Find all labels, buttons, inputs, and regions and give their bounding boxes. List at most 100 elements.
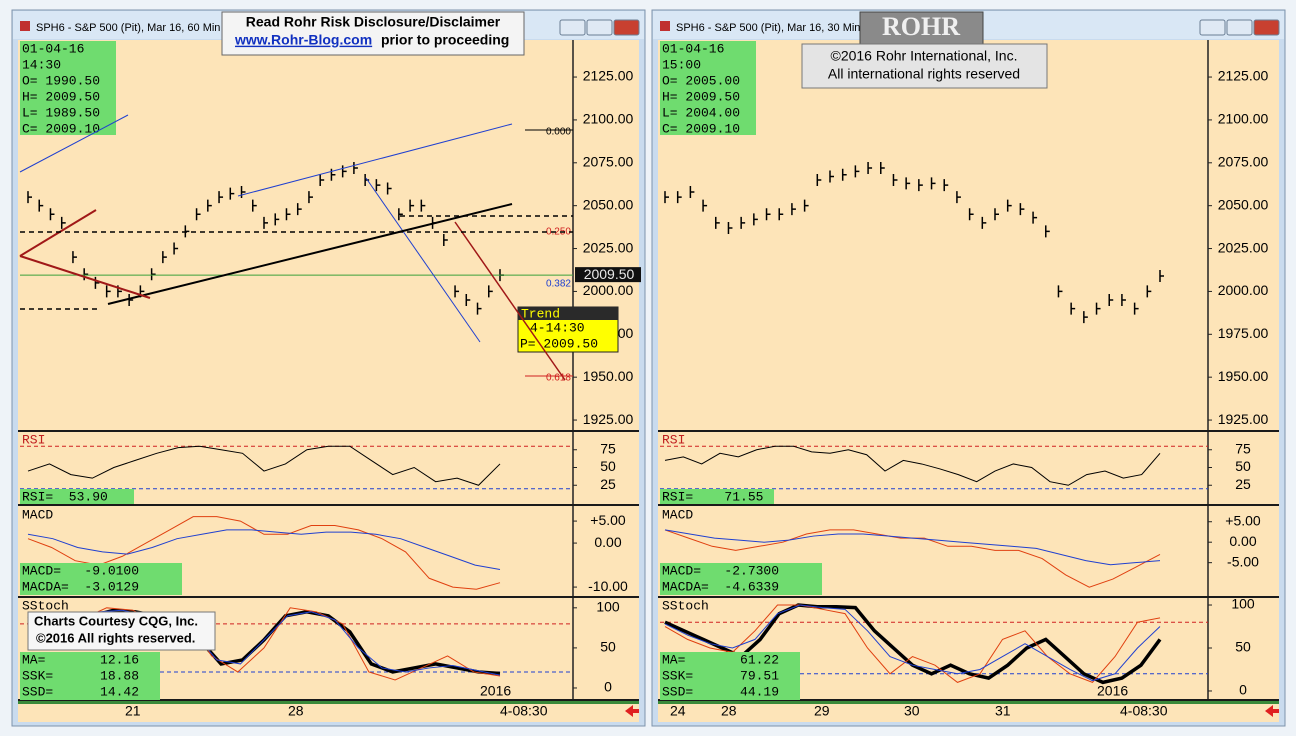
chart-body xyxy=(18,40,639,722)
maximize-button[interactable] xyxy=(586,19,613,36)
fib-label: 0.250 xyxy=(546,227,571,238)
price-bar xyxy=(1019,203,1025,216)
stoch-line xyxy=(27,609,501,676)
price-bar xyxy=(398,208,403,221)
y-tick-label: 1925.00 xyxy=(1218,411,1269,427)
y-tick-label: 2025.00 xyxy=(583,239,634,255)
y-tick-label: -5.00 xyxy=(1227,553,1259,569)
y-tick-label: 25 xyxy=(600,476,616,492)
y-tick-label: 0 xyxy=(604,679,612,695)
icon xyxy=(660,21,670,31)
stoch-line xyxy=(664,604,1161,682)
fib-label: 0.000 xyxy=(546,127,571,138)
y-tick-label: 1975.00 xyxy=(1218,325,1269,341)
price-bar xyxy=(1045,225,1050,238)
ohlc-line: C= 2009.10 xyxy=(662,121,740,136)
price-bar xyxy=(195,208,201,221)
ohlc-line: 15:00 xyxy=(662,57,701,72)
price-bar xyxy=(1057,285,1063,298)
disclaimer-link[interactable]: www.Rohr-Blog.com xyxy=(234,32,372,48)
price-bar xyxy=(353,161,358,174)
price-bar xyxy=(981,216,987,229)
price-bar xyxy=(753,213,758,226)
price-bar xyxy=(715,216,720,229)
maximize-button[interactable] xyxy=(1226,19,1253,36)
rsi-line xyxy=(27,445,501,486)
panel-label: SStoch xyxy=(22,598,69,613)
macd-readout: MACDA= -3.0129 xyxy=(22,579,139,594)
price-bar xyxy=(488,285,493,298)
x-tick-label: 30 xyxy=(904,703,920,719)
disclaimer-box xyxy=(221,11,525,56)
logo: ROHR xyxy=(882,12,960,41)
stoch-readout: MA= 61.22 xyxy=(662,652,779,667)
price-bar xyxy=(319,173,325,186)
price-bar xyxy=(676,191,682,204)
price-bar xyxy=(943,179,949,192)
price-bar xyxy=(465,294,471,306)
y-tick-label: 2075.00 xyxy=(583,153,634,169)
ohlc-line: O= 1990.50 xyxy=(22,73,100,88)
price-bar xyxy=(476,302,482,315)
tooltip-title: Trend xyxy=(521,306,560,321)
stoch-readout: SSD= 14.42 xyxy=(22,684,139,699)
scroll-arrow[interactable] xyxy=(1265,705,1279,717)
price-bar xyxy=(218,191,224,204)
tooltip-time: 4-14:30 xyxy=(530,320,585,335)
macd-readout: MACD= -2.7300 xyxy=(662,563,779,578)
y-tick-label: 2125.00 xyxy=(1218,68,1269,84)
last-price-label: 2009.50 xyxy=(584,266,635,282)
drawing-line xyxy=(19,209,97,257)
minimize-button[interactable] xyxy=(559,19,586,36)
window-title: SPH6 - S&P 500 (Pit), Mar 16, 30 Min xyxy=(676,22,860,34)
ohlc-line: L= 1989.50 xyxy=(22,105,100,120)
drawing-line xyxy=(19,255,151,299)
close-button[interactable] xyxy=(1253,19,1280,36)
close-button[interactable] xyxy=(613,19,640,36)
y-tick-label: 2100.00 xyxy=(1218,111,1269,127)
y-tick-label: 25 xyxy=(1235,476,1251,492)
price-bar xyxy=(207,199,212,212)
disclaimer-text: prior to proceeding xyxy=(381,32,509,48)
macd-line xyxy=(27,516,501,590)
price-bar xyxy=(49,208,55,221)
panel-label: RSI xyxy=(662,432,685,447)
price-bar xyxy=(1108,294,1114,306)
x-tick-label: 21 xyxy=(125,703,141,719)
ohlc-box xyxy=(20,41,116,135)
ohlc-line: L= 2004.00 xyxy=(662,105,740,120)
stoch-readout: MA= 12.16 xyxy=(22,652,139,667)
rsi-readout: RSI= 53.90 xyxy=(22,489,108,504)
copyright-text: ©2016 Rohr International, Inc. xyxy=(831,48,1018,64)
price-bar xyxy=(341,165,347,178)
window-title: SPH6 - S&P 500 (Pit), Mar 16, 60 Min xyxy=(36,22,220,34)
price-bar xyxy=(803,199,809,212)
x-tick-label: 2016 xyxy=(1097,683,1128,699)
price-bar xyxy=(128,294,134,306)
price-bar xyxy=(1133,302,1139,315)
price-bar xyxy=(150,268,156,281)
price-bar xyxy=(83,268,89,281)
price-bar xyxy=(420,199,426,212)
y-tick-label: -10.00 xyxy=(588,578,628,594)
fib-label: 0.382 xyxy=(546,279,571,290)
drawing-line xyxy=(365,177,481,343)
price-bar xyxy=(791,203,796,216)
price-bar xyxy=(285,208,291,221)
y-tick-label: 75 xyxy=(1235,440,1251,456)
price-bar xyxy=(375,179,381,192)
scroll-arrow[interactable] xyxy=(625,705,639,717)
y-tick-label: 1925.00 xyxy=(583,411,634,427)
y-tick-label: 0.00 xyxy=(1229,533,1256,549)
macd-line xyxy=(664,529,1161,566)
stoch-readout: SSD= 44.19 xyxy=(662,684,779,699)
y-tick-label: 50 xyxy=(600,639,616,655)
ohlc-line: C= 2009.10 xyxy=(22,121,100,136)
ohlc-line: 14:30 xyxy=(22,57,61,72)
macd-readout: MACD= -9.0100 xyxy=(22,563,139,578)
minimize-button[interactable] xyxy=(1199,19,1226,36)
price-bar xyxy=(880,161,885,174)
price-bar xyxy=(296,203,302,216)
panel-label: SStoch xyxy=(662,598,709,613)
ohlc-line: 01-04-16 xyxy=(22,41,84,56)
